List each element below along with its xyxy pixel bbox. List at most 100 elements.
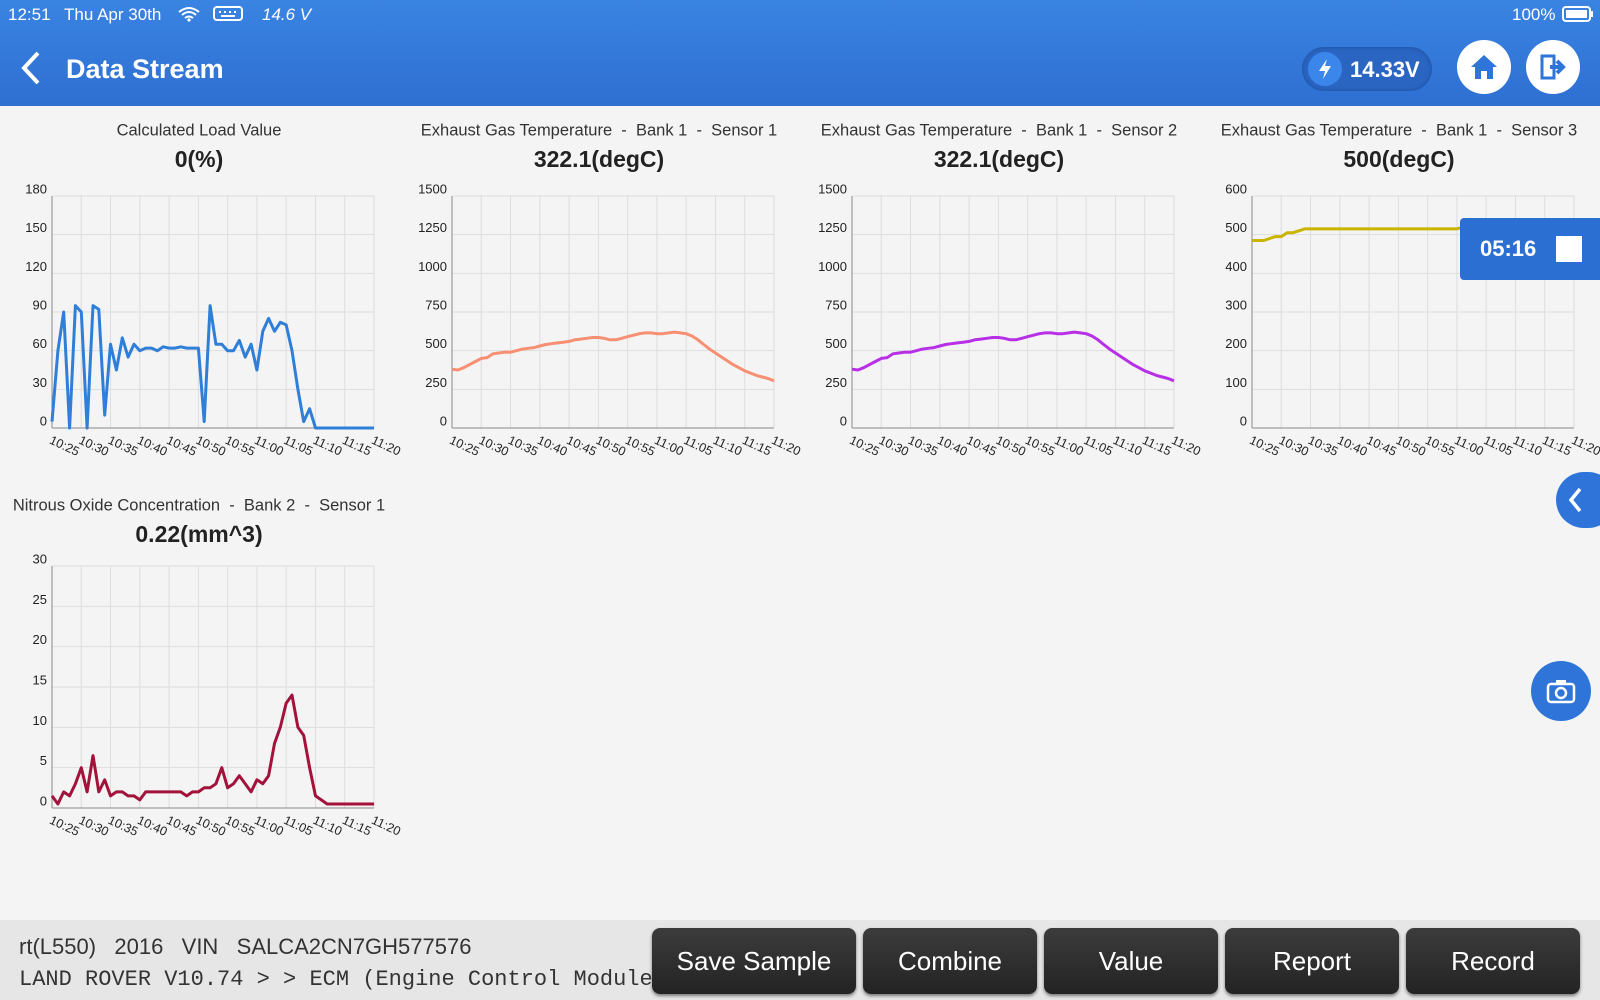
- wifi-icon: [178, 7, 200, 22]
- x-tick-label: 11:10: [311, 433, 344, 459]
- x-tick-label: 11:00: [252, 433, 285, 459]
- y-tick-label: 1250: [418, 220, 447, 235]
- voltage-value: 14.33V: [1350, 57, 1420, 82]
- y-tick-label: 500: [1225, 220, 1247, 235]
- y-tick-label: 100: [1225, 375, 1247, 390]
- y-tick-label: 600: [1225, 181, 1247, 196]
- x-tick-label: 10:55: [1423, 433, 1457, 459]
- y-tick-label: 90: [33, 297, 47, 312]
- clock: 12:51: [8, 5, 51, 24]
- combine-button[interactable]: Combine: [863, 928, 1037, 994]
- y-tick-label: 180: [25, 181, 47, 196]
- report-button[interactable]: Report: [1225, 928, 1399, 994]
- chart-title: Nitrous Oxide Concentration - Bank 2 - S…: [13, 496, 385, 514]
- y-tick-label: 1500: [818, 181, 847, 196]
- data-line: [851, 330, 1175, 383]
- x-tick-label: 10:55: [223, 433, 257, 459]
- x-tick-label: 10:55: [223, 813, 257, 839]
- y-tick-label: 60: [33, 336, 47, 351]
- x-tick-label: 10:50: [194, 813, 228, 839]
- page-title: Data Stream: [66, 54, 224, 84]
- x-tick-label: 10:45: [164, 433, 198, 459]
- y-tick-label: 0: [40, 413, 47, 428]
- y-tick-label: 250: [825, 375, 847, 390]
- y-tick-label: 750: [825, 297, 847, 312]
- y-tick-label: 500: [425, 336, 447, 351]
- current-value: 0(%): [175, 146, 224, 172]
- x-tick-label: 10:55: [623, 433, 657, 459]
- keyboard-icon: [213, 6, 243, 21]
- y-tick-label: 1000: [418, 259, 447, 274]
- voltage-pill: 14.33V: [1302, 47, 1432, 91]
- x-tick-label: 10:45: [964, 433, 998, 459]
- x-tick-label: 11:05: [682, 433, 715, 459]
- x-tick-label: 10:50: [194, 433, 228, 459]
- y-tick-label: 5: [40, 753, 47, 768]
- x-tick-label: 10:45: [1364, 433, 1398, 459]
- chart-title: Exhaust Gas Temperature - Bank 1 - Senso…: [821, 121, 1177, 139]
- x-tick-label: 10:25: [847, 433, 881, 459]
- y-tick-label: 400: [1225, 259, 1247, 274]
- home-button[interactable]: [1457, 40, 1511, 94]
- x-tick-label: 11:10: [711, 433, 744, 459]
- screenshot-button[interactable]: [1531, 661, 1591, 721]
- app-header: 12:51 Thu Apr 30th 14.6 V 100% Data Stre…: [0, 0, 1600, 106]
- save-sample-button[interactable]: Save Sample: [652, 928, 856, 994]
- side-panel-tab[interactable]: [1556, 472, 1600, 528]
- x-tick-label: 10:25: [447, 433, 481, 459]
- module-path: LAND ROVER V10.74 > > ECM (Engine Contro…: [19, 967, 666, 992]
- record-button[interactable]: Record: [1406, 928, 1580, 994]
- value-button[interactable]: Value: [1044, 928, 1218, 994]
- y-tick-label: 300: [1225, 297, 1247, 312]
- x-tick-label: 10:45: [564, 433, 598, 459]
- y-tick-label: 30: [33, 551, 47, 566]
- x-tick-label: 11:20: [1169, 433, 1202, 459]
- y-tick-label: 0: [1240, 413, 1247, 428]
- y-tick-label: 1000: [818, 259, 847, 274]
- current-value: 500(degC): [1343, 146, 1454, 172]
- x-tick-label: 10:45: [164, 813, 198, 839]
- x-tick-label: 10:50: [994, 433, 1028, 459]
- chart-title: Exhaust Gas Temperature - Bank 1 - Senso…: [421, 121, 777, 139]
- x-tick-label: 10:35: [506, 433, 540, 459]
- x-tick-label: 10:50: [1394, 433, 1428, 459]
- y-tick-label: 0: [40, 793, 47, 808]
- data-line: [50, 304, 374, 430]
- x-tick-label: 11:00: [1052, 433, 1085, 459]
- x-tick-label: 11:15: [340, 433, 373, 459]
- x-tick-label: 10:30: [77, 433, 111, 459]
- data-line: [50, 693, 374, 806]
- current-value: 0.22(mm^3): [135, 521, 262, 547]
- y-tick-label: 1500: [418, 181, 447, 196]
- y-tick-label: 1250: [818, 220, 847, 235]
- x-tick-label: 10:35: [906, 433, 940, 459]
- x-tick-label: 11:20: [369, 813, 402, 839]
- y-tick-label: 150: [25, 220, 47, 235]
- current-value: 322.1(degC): [934, 146, 1064, 172]
- back-button[interactable]: [18, 50, 44, 86]
- timer-value: 05:16: [1480, 236, 1537, 261]
- x-tick-label: 11:00: [252, 813, 285, 839]
- x-tick-label: 10:35: [106, 433, 140, 459]
- stop-button[interactable]: [1556, 236, 1582, 262]
- y-tick-label: 20: [33, 632, 47, 647]
- x-tick-label: 11:00: [1452, 433, 1485, 459]
- y-tick-label: 750: [425, 297, 447, 312]
- data-line: [451, 330, 775, 383]
- x-tick-label: 10:25: [47, 433, 81, 459]
- exit-button[interactable]: [1526, 40, 1580, 94]
- chart-title: Exhaust Gas Temperature - Bank 1 - Senso…: [1221, 121, 1577, 139]
- y-tick-label: 30: [33, 375, 47, 390]
- y-tick-label: 10: [33, 713, 47, 728]
- x-tick-label: 10:40: [935, 433, 969, 459]
- x-tick-label: 10:30: [877, 433, 911, 459]
- x-tick-label: 11:15: [340, 813, 373, 839]
- current-value: 322.1(degC): [534, 146, 664, 172]
- y-tick-label: 500: [825, 336, 847, 351]
- y-tick-label: 0: [440, 413, 447, 428]
- x-tick-label: 11:20: [1569, 433, 1600, 459]
- vehicle-info: rt(L550) 2016 VIN SALCA2CN7GH577576: [19, 934, 472, 959]
- x-tick-label: 10:35: [1306, 433, 1340, 459]
